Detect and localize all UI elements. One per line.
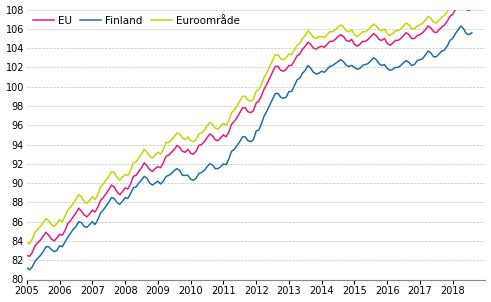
Finland [24,266,30,270]
EU [458,1,464,5]
Euroområde [95,193,101,197]
EU [207,132,213,136]
Euroområde [469,0,475,1]
Euroområde [352,33,357,37]
Line: EU: EU [27,3,472,256]
Finland [352,66,357,69]
EU [352,43,357,46]
Euroområde [27,242,32,246]
Euroområde [450,3,456,7]
Finland [450,37,456,40]
Finland [95,218,101,222]
EU [95,205,101,209]
Finland [469,31,475,34]
EU [450,13,456,16]
Line: Finland: Finland [27,26,472,270]
EU [240,106,246,110]
Finland [27,268,32,272]
EU [24,254,30,257]
Euroområde [371,22,377,26]
Euroområde [207,120,213,124]
EU [27,255,32,258]
EU [371,32,377,35]
Line: Euroområde: Euroområde [27,0,472,244]
Finland [371,56,377,59]
Finland [458,24,464,28]
Euroområde [240,95,246,98]
Euroområde [24,241,30,245]
Finland [207,162,213,165]
Finland [240,135,246,139]
EU [469,7,475,10]
Legend: EU, Finland, Euroområde: EU, Finland, Euroområde [29,12,244,30]
